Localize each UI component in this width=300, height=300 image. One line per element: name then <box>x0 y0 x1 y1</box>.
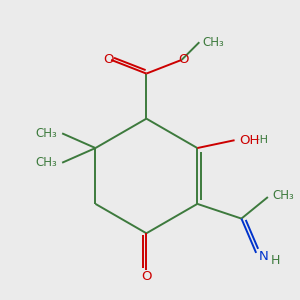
Text: CH₃: CH₃ <box>35 156 57 169</box>
Text: O: O <box>178 53 189 66</box>
Text: CH₃: CH₃ <box>35 127 57 140</box>
Text: OH: OH <box>239 134 260 147</box>
Text: ·H: ·H <box>257 135 269 145</box>
Text: H: H <box>271 254 281 267</box>
Text: N: N <box>259 250 269 263</box>
Text: CH₃: CH₃ <box>273 189 295 202</box>
Text: O: O <box>141 270 152 283</box>
Text: CH₃: CH₃ <box>202 36 224 49</box>
Text: O: O <box>103 53 113 66</box>
